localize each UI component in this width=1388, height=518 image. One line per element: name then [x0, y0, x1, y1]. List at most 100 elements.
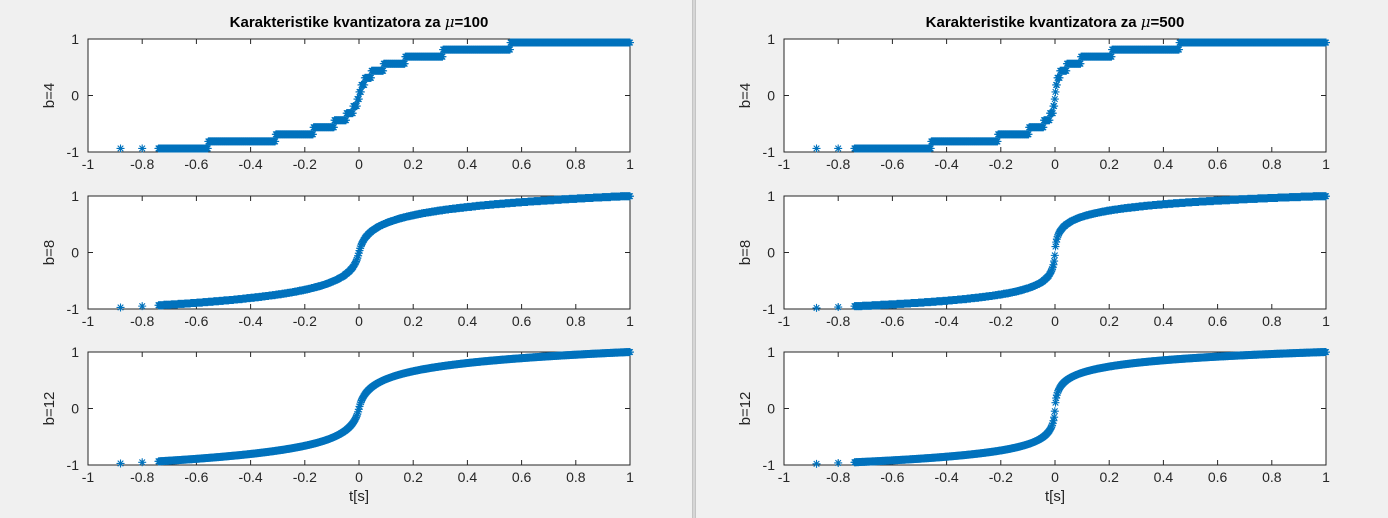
x-tick-label: -0.6	[184, 469, 208, 485]
data-point	[1062, 66, 1071, 75]
data-point	[1039, 123, 1048, 132]
y-axis-label: b=4	[41, 83, 58, 108]
data-point	[1024, 130, 1033, 139]
series-points	[116, 38, 634, 153]
x-tick-label: -0.2	[989, 469, 1013, 485]
x-tick-label: 1	[1322, 469, 1330, 485]
data-point	[812, 459, 821, 468]
data-point	[1053, 232, 1062, 241]
series-points	[812, 348, 1330, 468]
y-tick-label: 0	[767, 88, 775, 104]
data-point	[138, 144, 147, 153]
x-tick-label: 0.4	[1154, 156, 1174, 172]
x-tick-label: -0.2	[293, 313, 317, 329]
x-tick-label: -0.6	[880, 469, 904, 485]
x-tick-label: 0.8	[566, 313, 586, 329]
data-point	[357, 396, 366, 405]
x-tick-label: -1	[82, 469, 95, 485]
data-point	[1049, 416, 1058, 425]
data-point	[834, 144, 843, 153]
data-point	[116, 459, 125, 468]
y-tick-label: 1	[767, 344, 775, 360]
figure-panel-right: Karakteristike kvantizatora za μ=500 -1 -0…	[696, 0, 1388, 518]
x-tick-label: 0.2	[403, 156, 423, 172]
data-point	[1107, 52, 1116, 61]
x-tick-label: -0.6	[880, 313, 904, 329]
x-tick-label: 0.4	[1154, 469, 1174, 485]
x-tick-label: -0.4	[935, 469, 959, 485]
y-tick-label: 1	[767, 188, 775, 204]
x-tick-label: 0.6	[512, 156, 532, 172]
x-tick-label: 0.2	[1099, 469, 1119, 485]
x-tick-label: 0.2	[1099, 156, 1119, 172]
x-tick-label: 0	[1051, 469, 1059, 485]
data-point	[1050, 257, 1059, 266]
y-tick-label: 1	[71, 344, 79, 360]
y-tick-label: 0	[71, 88, 79, 104]
data-point	[355, 246, 364, 255]
data-point	[1051, 242, 1060, 251]
data-point	[203, 144, 212, 153]
x-tick-label: 0.2	[1099, 313, 1119, 329]
x-tick-label: 0.6	[1208, 469, 1228, 485]
chart-mu-100: Karakteristike kvantizatora za μ=100 -1 -0…	[41, 13, 634, 505]
y-tick-label: 0	[71, 401, 79, 417]
data-point	[1050, 251, 1059, 260]
y-tick-label: 0	[767, 245, 775, 261]
data-point	[1048, 421, 1057, 430]
y-tick-label: 1	[71, 188, 79, 204]
data-point	[355, 402, 364, 411]
y-axis-label: b=8	[41, 240, 58, 265]
panel-divider[interactable]	[692, 0, 696, 518]
x-tick-label: 0.8	[566, 469, 586, 485]
data-point	[356, 87, 365, 96]
x-tick-label: -0.8	[130, 156, 154, 172]
data-point	[1048, 419, 1057, 428]
x-tick-label: 0.8	[1262, 469, 1282, 485]
data-point	[1048, 263, 1057, 272]
data-point	[812, 144, 821, 153]
x-tick-label: -0.4	[239, 469, 263, 485]
x-tick-label: 0.4	[458, 469, 478, 485]
data-point	[1050, 102, 1059, 111]
x-tick-label: -0.2	[293, 156, 317, 172]
subplot-b=12: -1 -0.8 -0.6 -0.4 -0.2 0 0.2 0.4 0.6 0.8 1 -1 0 1 b=12…	[737, 344, 1330, 505]
data-point	[834, 458, 843, 467]
data-point	[356, 244, 365, 253]
x-tick-label: -0.8	[130, 313, 154, 329]
data-point	[352, 102, 361, 111]
x-tick-label: 0.8	[566, 156, 586, 172]
data-point	[138, 302, 147, 311]
data-point	[926, 144, 935, 153]
y-axis-label: b=4	[737, 83, 754, 108]
data-point	[1076, 59, 1085, 68]
subplot-b=4: -1 -0.8 -0.6 -0.4 -0.2 0 0.2 0.4 0.6 0.8 1 -1 0 1 b=4	[41, 31, 634, 172]
x-tick-label: 0	[355, 469, 363, 485]
data-point	[352, 257, 361, 266]
chart-mu-500: Karakteristike kvantizatora za μ=500 -1 -0…	[737, 13, 1330, 505]
data-point	[1052, 235, 1061, 244]
series-points	[812, 38, 1330, 153]
data-point	[1050, 407, 1059, 416]
data-point	[1055, 73, 1064, 82]
series-points	[812, 192, 1330, 312]
data-point	[341, 116, 350, 125]
figure-panel-left: Karakteristike kvantizatora za μ=100 -1 -0…	[0, 0, 692, 518]
data-point	[354, 405, 363, 414]
data-point	[812, 303, 821, 312]
subplot-b=8: -1 -0.8 -0.6 -0.4 -0.2 0 0.2 0.4 0.6 0.8 1 -1 0 1 b=8	[737, 188, 1330, 329]
data-point	[1174, 45, 1183, 54]
data-point	[626, 348, 634, 357]
data-point	[1048, 265, 1057, 274]
x-tick-label: 0.8	[1262, 313, 1282, 329]
data-point	[353, 410, 362, 419]
x-tick-label: 0.6	[512, 313, 532, 329]
x-tick-label: -1	[82, 313, 95, 329]
series-points	[116, 348, 634, 468]
data-point	[1045, 116, 1054, 125]
data-point	[379, 66, 388, 75]
data-point	[1053, 388, 1062, 397]
y-axis-label: b=12	[737, 392, 754, 426]
x-tick-label: -0.8	[826, 469, 850, 485]
x-tick-label: -0.8	[826, 313, 850, 329]
